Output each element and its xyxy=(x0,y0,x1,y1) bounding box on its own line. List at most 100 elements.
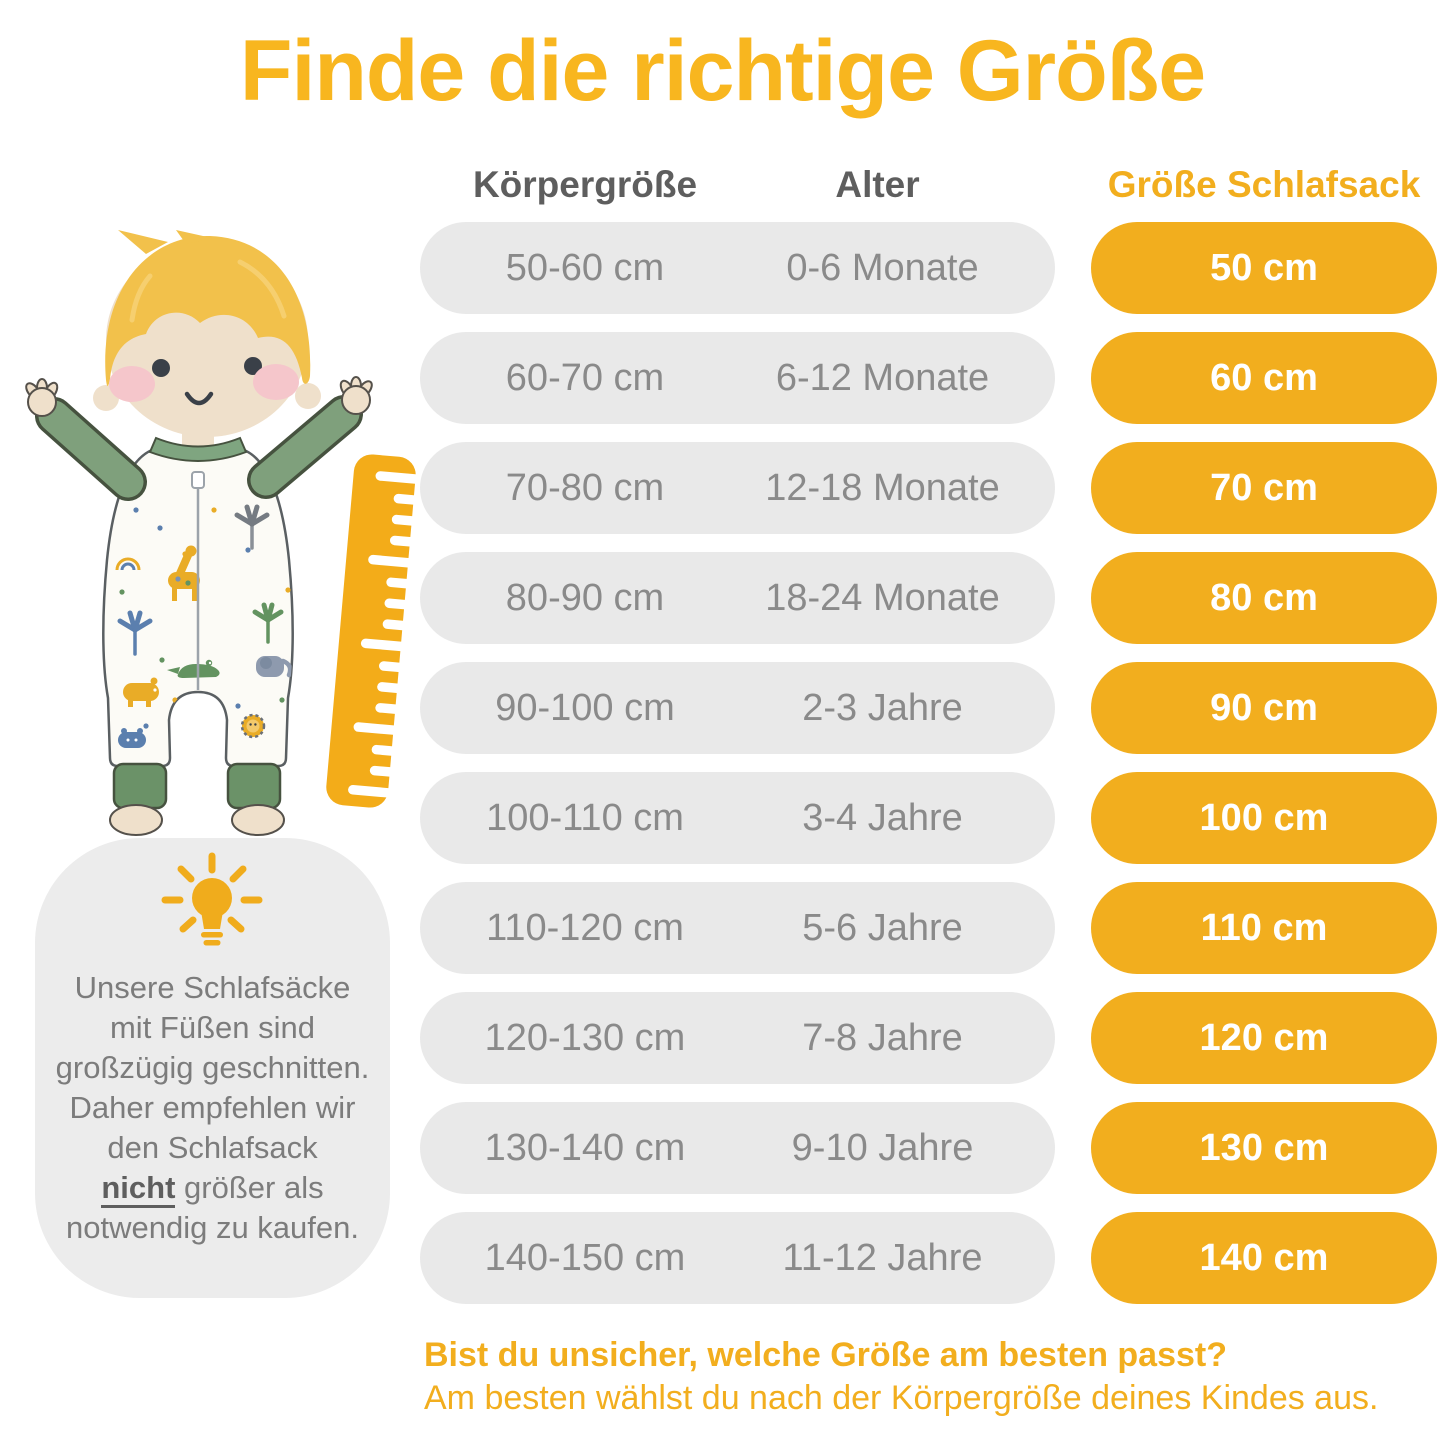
age-cell: 11-12 Jahre xyxy=(782,1237,983,1279)
pattern-blue-palm-icon xyxy=(117,610,153,656)
table-row: 110-120 cm 5-6 Jahre 110 cm xyxy=(0,882,1445,974)
size-cell: 60 cm xyxy=(1210,357,1318,399)
pattern-green-palm-icon xyxy=(252,602,284,644)
lightbulb-icon xyxy=(161,852,263,946)
height-age-pill: 130-140 cm 9-10 Jahre xyxy=(420,1102,1055,1194)
col-header-groesse-schlafsack: Größe Schlafsack xyxy=(1107,164,1421,205)
table-row: 130-140 cm 9-10 Jahre 130 cm xyxy=(0,1102,1445,1194)
size-pill: 50 cm xyxy=(1091,222,1437,314)
pattern-yellow-hippo-icon xyxy=(123,677,159,707)
height-cell: 120-130 cm xyxy=(484,1017,686,1059)
tip-line: nicht größer als xyxy=(35,1168,390,1208)
size-cell: 130 cm xyxy=(1199,1127,1329,1169)
tip-card: Unsere Schlafsäcke mit Füßen sind großzügi… xyxy=(35,838,390,1298)
size-pill: 130 cm xyxy=(1091,1102,1437,1194)
pattern-blue-hippo-icon xyxy=(118,728,146,748)
height-age-pill: 140-150 cm 11-12 Jahre xyxy=(420,1212,1055,1304)
footer-answer: Am besten wählst du nach der Körpergröße… xyxy=(424,1379,1379,1417)
ruler-ticks xyxy=(348,471,422,798)
child-right-hand xyxy=(339,376,373,415)
tip-line: Daher empfehlen wir xyxy=(69,1090,356,1125)
table-row: 70-80 cm 12-18 Monate 70 cm xyxy=(0,442,1445,534)
table-row: 50-60 cm 0-6 Monate 50 cm xyxy=(0,222,1445,314)
height-cell: 50-60 cm xyxy=(505,247,665,289)
table-row: 140-150 cm 11-12 Jahre 140 cm xyxy=(0,1212,1445,1304)
tip-line: großzügig geschnitten. xyxy=(55,1050,370,1085)
tip-emphasis: nicht xyxy=(101,1171,176,1208)
size-cell: 70 cm xyxy=(1210,467,1318,509)
page-title: Finde die richtige Größe xyxy=(239,23,1206,119)
age-cell: 12-18 Monate xyxy=(765,467,1000,509)
height-age-pill: 70-80 cm 12-18 Monate xyxy=(420,442,1055,534)
size-pill: 80 cm xyxy=(1091,552,1437,644)
height-age-pill: 100-110 cm 3-4 Jahre xyxy=(420,772,1055,864)
tip-text: Unsere Schlafsäcke mit Füßen sind großzügi… xyxy=(35,968,390,1248)
size-pill: 70 cm xyxy=(1091,442,1437,534)
pattern-elephant-icon xyxy=(256,656,293,678)
hair-tuft xyxy=(176,230,212,244)
pattern-giraffe-icon xyxy=(168,545,200,601)
tip-line: mit Füßen sind xyxy=(109,1010,315,1045)
height-age-pill: 120-130 cm 7-8 Jahre xyxy=(420,992,1055,1084)
height-cell: 100-110 cm xyxy=(486,797,684,839)
height-cell: 60-70 cm xyxy=(505,357,665,399)
height-age-pill: 50-60 cm 0-6 Monate xyxy=(420,222,1055,314)
child-legs xyxy=(109,762,285,836)
size-pill: 120 cm xyxy=(1091,992,1437,1084)
size-pill: 90 cm xyxy=(1091,662,1437,754)
sleeping-bag-safari-pattern xyxy=(115,504,293,748)
hair-strand xyxy=(237,259,287,319)
height-cell: 70-80 cm xyxy=(505,467,665,509)
child-left-eye xyxy=(152,359,170,377)
age-cell: 0-6 Monate xyxy=(786,247,979,289)
age-cell: 5-6 Jahre xyxy=(802,907,963,949)
child-arms xyxy=(25,376,373,501)
pattern-rainbow-icon xyxy=(115,557,141,571)
child-smile xyxy=(184,391,214,406)
pattern-gray-palm-icon xyxy=(234,504,270,550)
tip-line: den Schlafsack xyxy=(107,1130,318,1165)
footer-question: Bist du unsicher, welche Größe am besten… xyxy=(424,1336,1228,1374)
height-cell: 110-120 cm xyxy=(486,907,684,949)
age-cell: 2-3 Jahre xyxy=(802,687,963,729)
zipper-pull xyxy=(191,471,205,489)
age-cell: 18-24 Monate xyxy=(765,577,1000,619)
hair-tuft xyxy=(118,230,168,254)
table-row: 100-110 cm 3-4 Jahre 100 cm xyxy=(0,772,1445,864)
height-cell: 140-150 cm xyxy=(484,1237,686,1279)
size-pill: 140 cm xyxy=(1091,1212,1437,1304)
child-left-hand xyxy=(25,378,59,417)
table-row: 60-70 cm 6-12 Monate 60 cm xyxy=(0,332,1445,424)
age-cell: 9-10 Jahre xyxy=(791,1127,974,1169)
child-right-cheek xyxy=(253,364,299,400)
size-cell: 80 cm xyxy=(1210,577,1318,619)
size-cell: 120 cm xyxy=(1199,1017,1329,1059)
height-age-pill: 60-70 cm 6-12 Monate xyxy=(420,332,1055,424)
size-pill: 110 cm xyxy=(1091,882,1437,974)
col-header-koerpergroesse: Körpergröße xyxy=(472,164,698,205)
height-age-pill: 90-100 cm 2-3 Jahre xyxy=(420,662,1055,754)
hair-strand xyxy=(129,273,153,323)
age-cell: 6-12 Monate xyxy=(775,357,990,399)
height-cell: 90-100 cm xyxy=(495,687,675,729)
size-cell: 90 cm xyxy=(1210,687,1318,729)
size-cell: 100 cm xyxy=(1199,797,1329,839)
col-header-alter: Alter xyxy=(835,164,920,205)
size-pill: 100 cm xyxy=(1091,772,1437,864)
table-row: 80-90 cm 18-24 Monate 80 cm xyxy=(0,552,1445,644)
height-cell: 130-140 cm xyxy=(484,1127,686,1169)
age-cell: 7-8 Jahre xyxy=(802,1017,963,1059)
collar xyxy=(148,436,248,462)
table-row: 90-100 cm 2-3 Jahre 90 cm xyxy=(0,662,1445,754)
height-cell: 80-90 cm xyxy=(505,577,665,619)
tip-line: Unsere Schlafsäcke xyxy=(74,970,351,1005)
tip-line: notwendig zu kaufen. xyxy=(66,1210,359,1245)
table-row: 120-130 cm 7-8 Jahre 120 cm xyxy=(0,992,1445,1084)
age-cell: 3-4 Jahre xyxy=(802,797,963,839)
pattern-dots xyxy=(119,507,291,729)
child-illustration xyxy=(25,230,422,836)
child-right-eye xyxy=(244,357,262,375)
height-age-pill: 110-120 cm 5-6 Jahre xyxy=(420,882,1055,974)
